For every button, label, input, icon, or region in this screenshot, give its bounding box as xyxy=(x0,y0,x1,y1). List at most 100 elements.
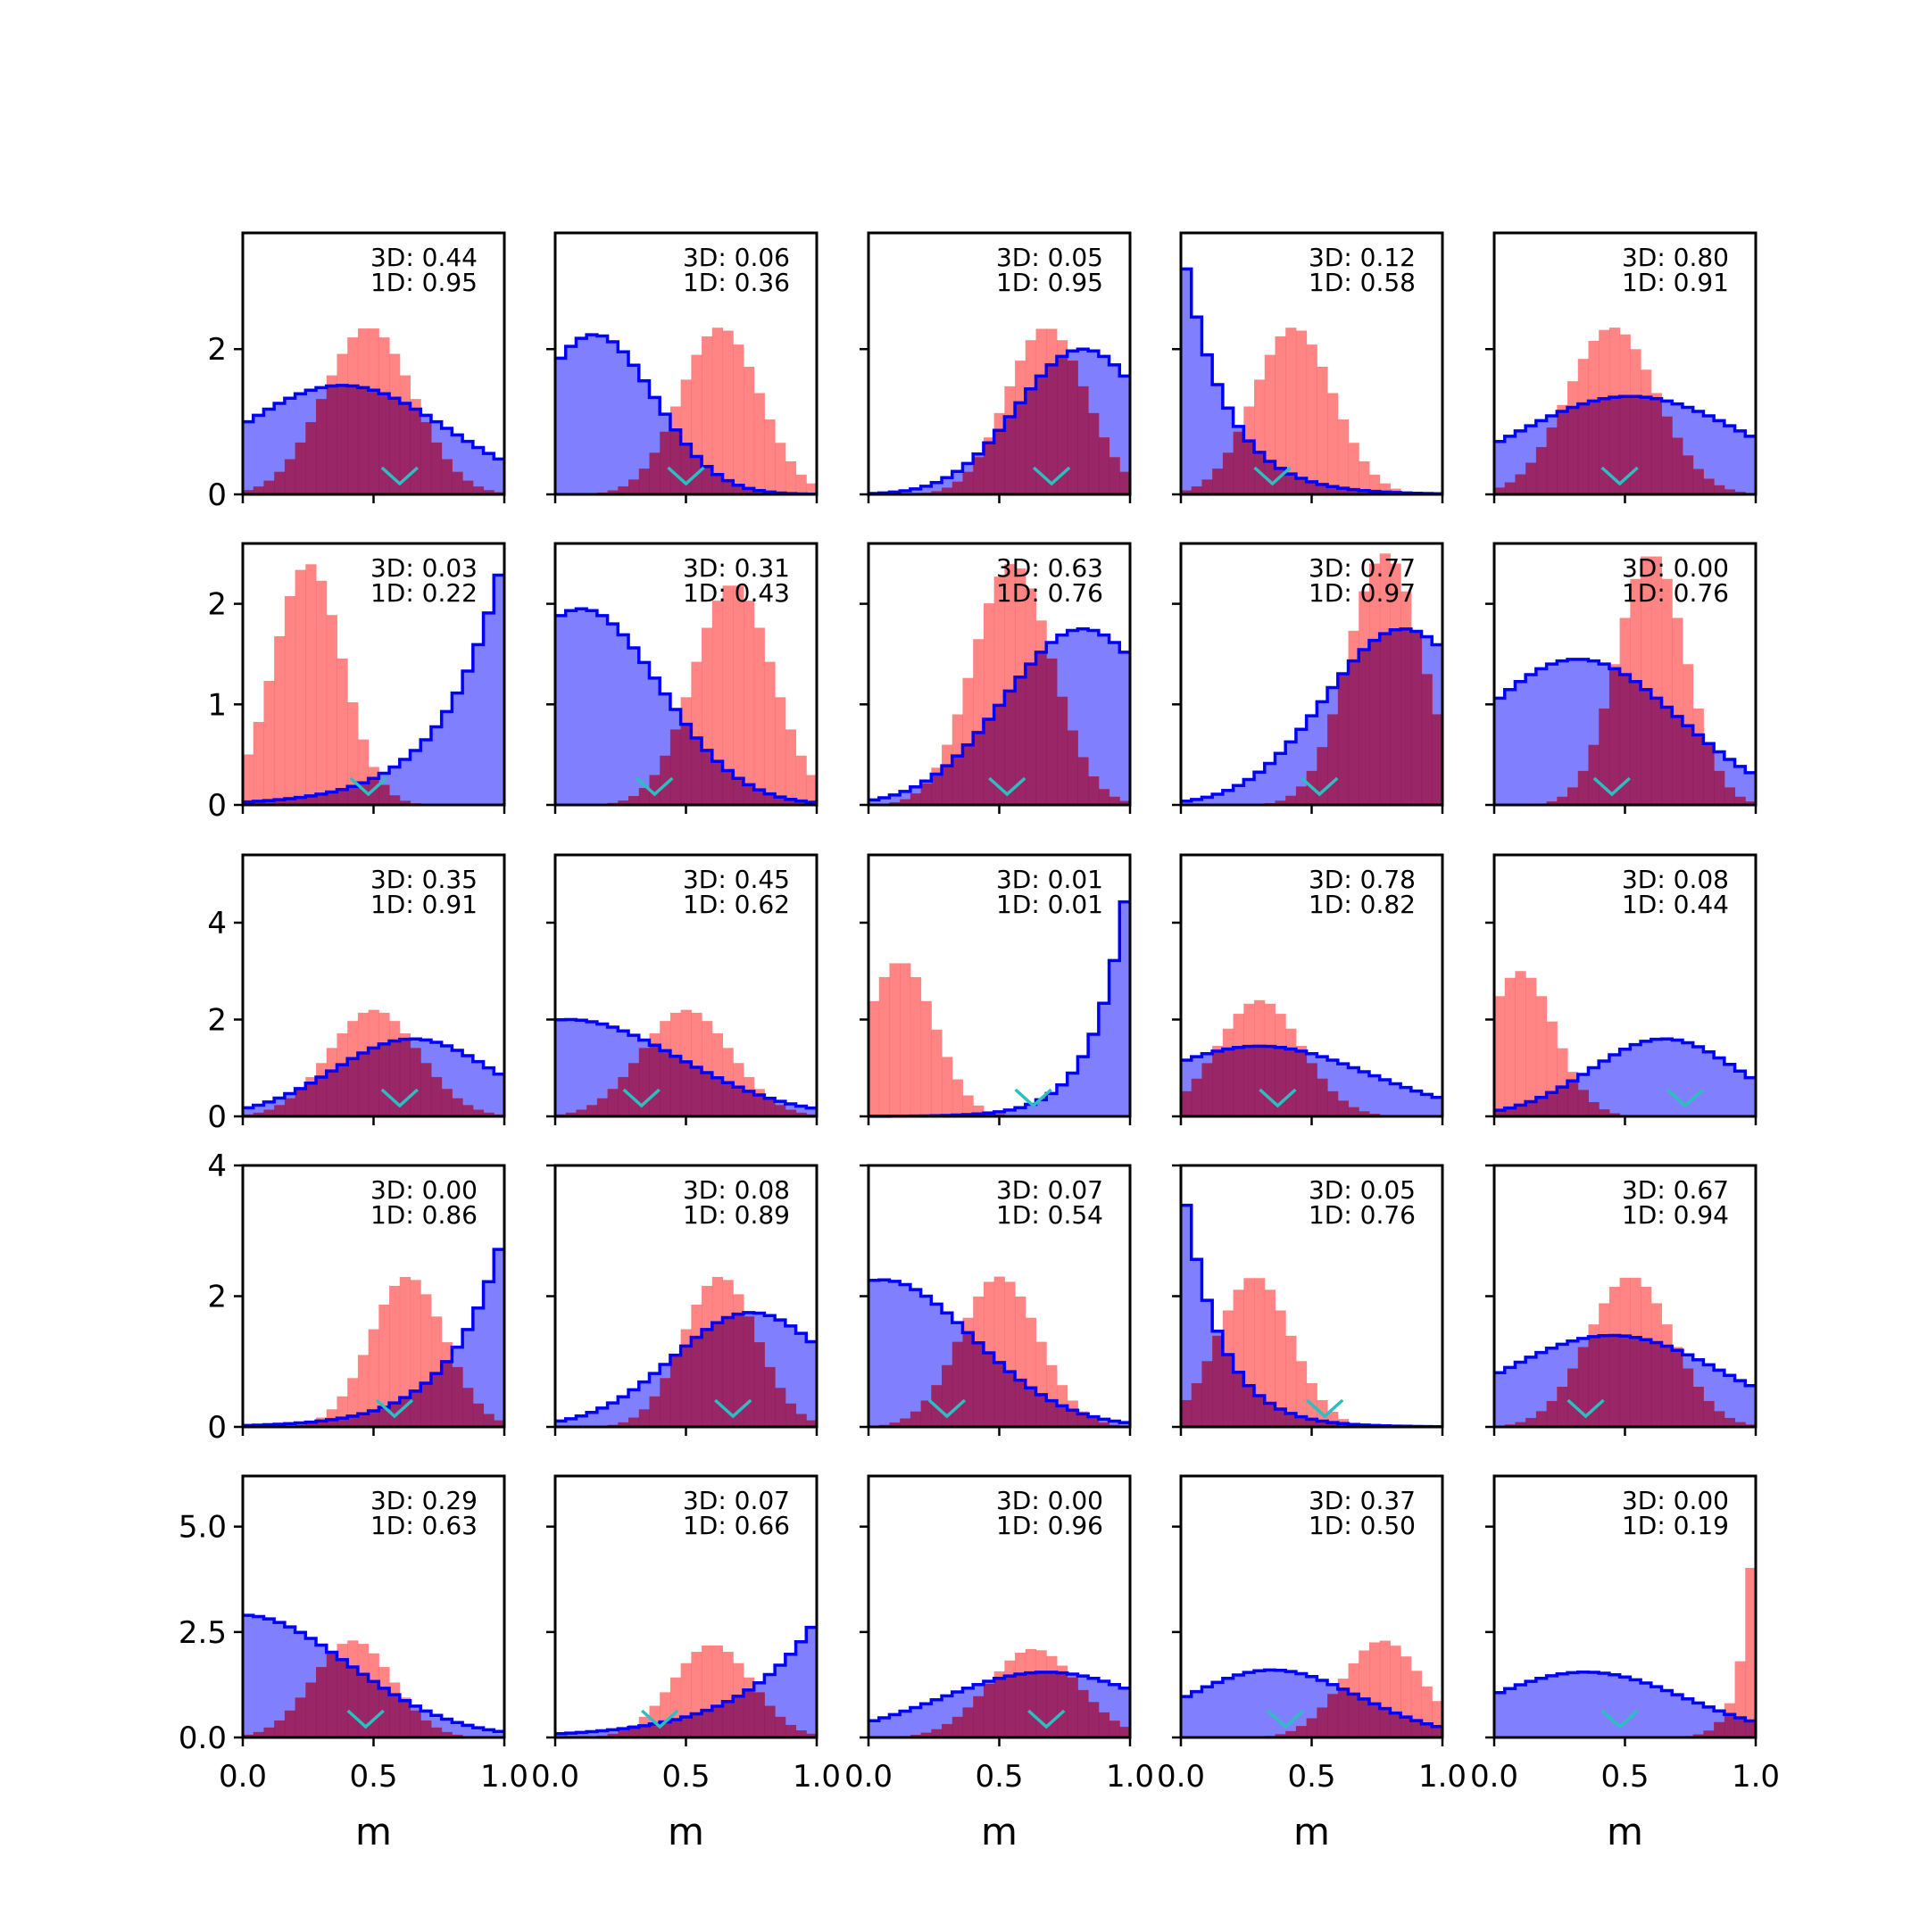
hist-overlap-bar xyxy=(1557,1387,1567,1427)
hist-3d-bar xyxy=(462,671,473,805)
hist-overlap-bar xyxy=(1599,399,1609,494)
annotation-1d: 1D: 0.01 xyxy=(996,890,1103,919)
hist-overlap-bar xyxy=(327,792,337,805)
hist-1d-bar xyxy=(952,1080,963,1116)
hist-overlap-bar xyxy=(1630,396,1641,494)
hist-overlap-bar xyxy=(378,785,389,805)
hist-3d-bar xyxy=(555,616,566,805)
hist-overlap-bar xyxy=(1349,661,1359,805)
hist-overlap-bar xyxy=(1547,1092,1558,1116)
hist-overlap-bar xyxy=(420,1383,431,1427)
hist-overlap-bar xyxy=(1243,1047,1254,1116)
annotation-1d: 1D: 0.36 xyxy=(683,268,790,297)
hist-overlap-bar xyxy=(1307,1718,1317,1737)
hist-3d-bar xyxy=(1109,960,1120,1116)
hist-overlap-bar xyxy=(639,1726,650,1737)
hist-3d-bar xyxy=(889,1281,900,1427)
hist-3d-bar xyxy=(1599,1061,1609,1116)
hist-overlap-bar xyxy=(316,399,327,494)
annotation-1d: 1D: 0.91 xyxy=(370,890,478,919)
hist-overlap-bar xyxy=(1714,485,1724,494)
x-tick-label: 0.0 xyxy=(219,1759,267,1795)
hist-overlap-bar xyxy=(1099,437,1109,494)
hist-overlap-bar xyxy=(358,1414,369,1427)
hist-1d-bar xyxy=(253,722,264,805)
hist-1d-bar xyxy=(775,443,785,494)
hist-overlap-bar xyxy=(1223,452,1234,494)
hist-overlap-bar xyxy=(305,1083,316,1116)
hist-overlap-bar xyxy=(337,790,347,805)
hist-overlap-bar xyxy=(1099,789,1109,805)
hist-3d-bar xyxy=(1630,1045,1641,1116)
hist-1d-bar xyxy=(785,461,796,494)
hist-overlap-bar xyxy=(1254,1046,1265,1116)
hist-3d-bar xyxy=(796,1333,807,1427)
hist-overlap-bar xyxy=(670,1356,681,1427)
hist-overlap-bar xyxy=(921,784,932,805)
hist-overlap-bar xyxy=(285,1711,295,1737)
hist-3d-bar xyxy=(597,1408,608,1427)
hist-overlap-bar xyxy=(1651,399,1662,494)
hist-overlap-bar xyxy=(1536,1411,1547,1427)
hist-overlap-bar xyxy=(1327,714,1338,805)
hist-3d-bar xyxy=(1567,659,1578,805)
hist-overlap-bar xyxy=(378,1044,389,1116)
hist-1d-bar xyxy=(1515,971,1525,1116)
hist-3d-bar xyxy=(1683,1699,1693,1737)
hist-overlap-bar xyxy=(670,1720,681,1737)
y-tick-label: 2 xyxy=(207,1280,227,1315)
hist-3d-bar xyxy=(1672,1041,1683,1116)
hist-3d-bar xyxy=(1359,1072,1369,1116)
hist-3d-bar xyxy=(555,1020,566,1116)
hist-1d-bar xyxy=(868,1001,879,1116)
hist-overlap-bar xyxy=(1703,1401,1714,1427)
hist-overlap-bar xyxy=(1223,1049,1234,1116)
hist-3d-bar xyxy=(484,1281,494,1427)
hist-1d-bar xyxy=(295,570,306,805)
hist-3d-bar xyxy=(1641,1041,1651,1116)
hist-overlap-bar xyxy=(670,1057,681,1116)
hist-overlap-bar xyxy=(994,1679,1005,1737)
hist-3d-bar xyxy=(628,365,639,494)
hist-overlap-bar xyxy=(1724,1418,1735,1427)
hist-3d-bar xyxy=(400,759,411,805)
hist-overlap-bar xyxy=(1599,1336,1609,1427)
annotation-1d: 1D: 0.96 xyxy=(996,1511,1103,1540)
hist-overlap-bar xyxy=(1057,697,1068,805)
hist-overlap-bar xyxy=(1683,1369,1693,1427)
hist-overlap-bar xyxy=(473,1404,484,1427)
hist-overlap-bar xyxy=(1077,757,1088,805)
hist-overlap-bar xyxy=(973,1343,984,1427)
x-tick-label: 0.0 xyxy=(1470,1759,1518,1795)
hist-overlap-bar xyxy=(660,1378,670,1427)
hist-3d-bar xyxy=(608,342,619,494)
hist-3d-bar xyxy=(1588,1672,1599,1737)
hist-3d-bar xyxy=(576,1020,586,1116)
hist-overlap-bar xyxy=(681,1062,692,1116)
x-tick-label: 0.5 xyxy=(1287,1759,1335,1795)
hist-1d-bar xyxy=(337,659,347,805)
hist-1d-bar xyxy=(723,331,734,494)
hist-overlap-bar xyxy=(962,472,973,494)
hist-3d-bar xyxy=(586,1413,597,1427)
x-tick-label: 1.0 xyxy=(1732,1759,1780,1795)
hist-3d-bar xyxy=(1369,1076,1380,1116)
hist-overlap-bar xyxy=(775,1105,785,1116)
hist-3d-bar xyxy=(420,740,431,805)
hist-3d-bar xyxy=(1099,635,1109,805)
hist-overlap-bar xyxy=(973,1696,984,1737)
x-axis-label: m xyxy=(668,1810,704,1853)
hist-overlap-bar xyxy=(1201,479,1212,494)
hist-overlap-bar xyxy=(775,1388,785,1427)
annotation-1d: 1D: 0.44 xyxy=(1622,890,1729,919)
hist-overlap-bar xyxy=(1390,630,1400,805)
hist-3d-bar xyxy=(586,610,597,805)
hist-overlap-bar xyxy=(1077,1690,1088,1737)
hist-overlap-bar xyxy=(586,1105,597,1116)
hist-1d-bar xyxy=(285,596,295,805)
